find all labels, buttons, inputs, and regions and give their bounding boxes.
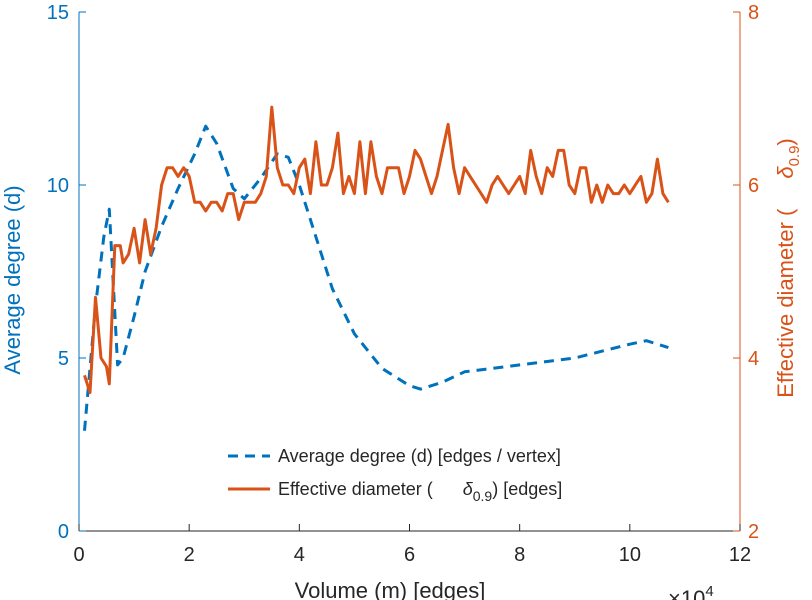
x-tick-label: 4	[294, 544, 305, 566]
right-axis-label-close: )	[773, 138, 798, 145]
right-axis-label: Effective diameter ( δ0.9)	[773, 138, 803, 398]
legend-label-effective-diameter: Effective diameter ( δ0.9) [edges]	[278, 479, 562, 504]
left-axis-label: Average degree (d)	[0, 185, 25, 374]
x-tick-label: 0	[73, 544, 84, 566]
left-tick-label: 10	[47, 175, 69, 197]
x-exponent-power: 4	[705, 583, 713, 600]
right-axis-label-sub: 0.9	[786, 146, 803, 167]
right-tick-label: 8	[748, 2, 759, 24]
x-axis-label: Volume (m) [edges]	[295, 578, 486, 600]
plot-area	[79, 12, 740, 531]
left-tick-label: 0	[58, 521, 69, 543]
right-axis-label-text: Effective diameter (	[773, 208, 798, 398]
x-exponent-base: ×10	[668, 586, 705, 600]
legend-effective-diameter-pre: Effective diameter (	[278, 479, 433, 499]
legend: Average degree (d) [edges / vertex] Effe…	[228, 446, 562, 504]
x-tick-label: 8	[514, 544, 525, 566]
x-tick-label: 2	[184, 544, 195, 566]
left-tick-label: 5	[58, 348, 69, 370]
x-tick-label: 6	[404, 544, 415, 566]
right-axis-label-symbol: δ	[773, 166, 798, 179]
legend-effective-diameter-symbol: δ	[463, 479, 474, 499]
left-tick-label: 15	[47, 2, 69, 24]
legend-effective-diameter-post: ) [edges]	[492, 479, 562, 499]
legend-label-average-degree: Average degree (d) [edges / vertex]	[278, 446, 561, 466]
right-tick-label: 6	[748, 175, 759, 197]
effective-diameter-line	[83, 105, 670, 395]
right-tick-label: 4	[748, 348, 759, 370]
series-layer	[83, 105, 670, 431]
x-tick-label: 10	[619, 544, 641, 566]
x-tick-label: 12	[729, 544, 751, 566]
ticks-layer: 0 2 4 6 8 10 12 0 5 10 15 2 4 6 8	[47, 2, 759, 566]
average-degree-line	[83, 124, 669, 431]
legend-effective-diameter-sub: 0.9	[473, 488, 493, 504]
right-tick-label: 2	[748, 521, 759, 543]
x-exponent-label: ×104	[668, 583, 714, 600]
